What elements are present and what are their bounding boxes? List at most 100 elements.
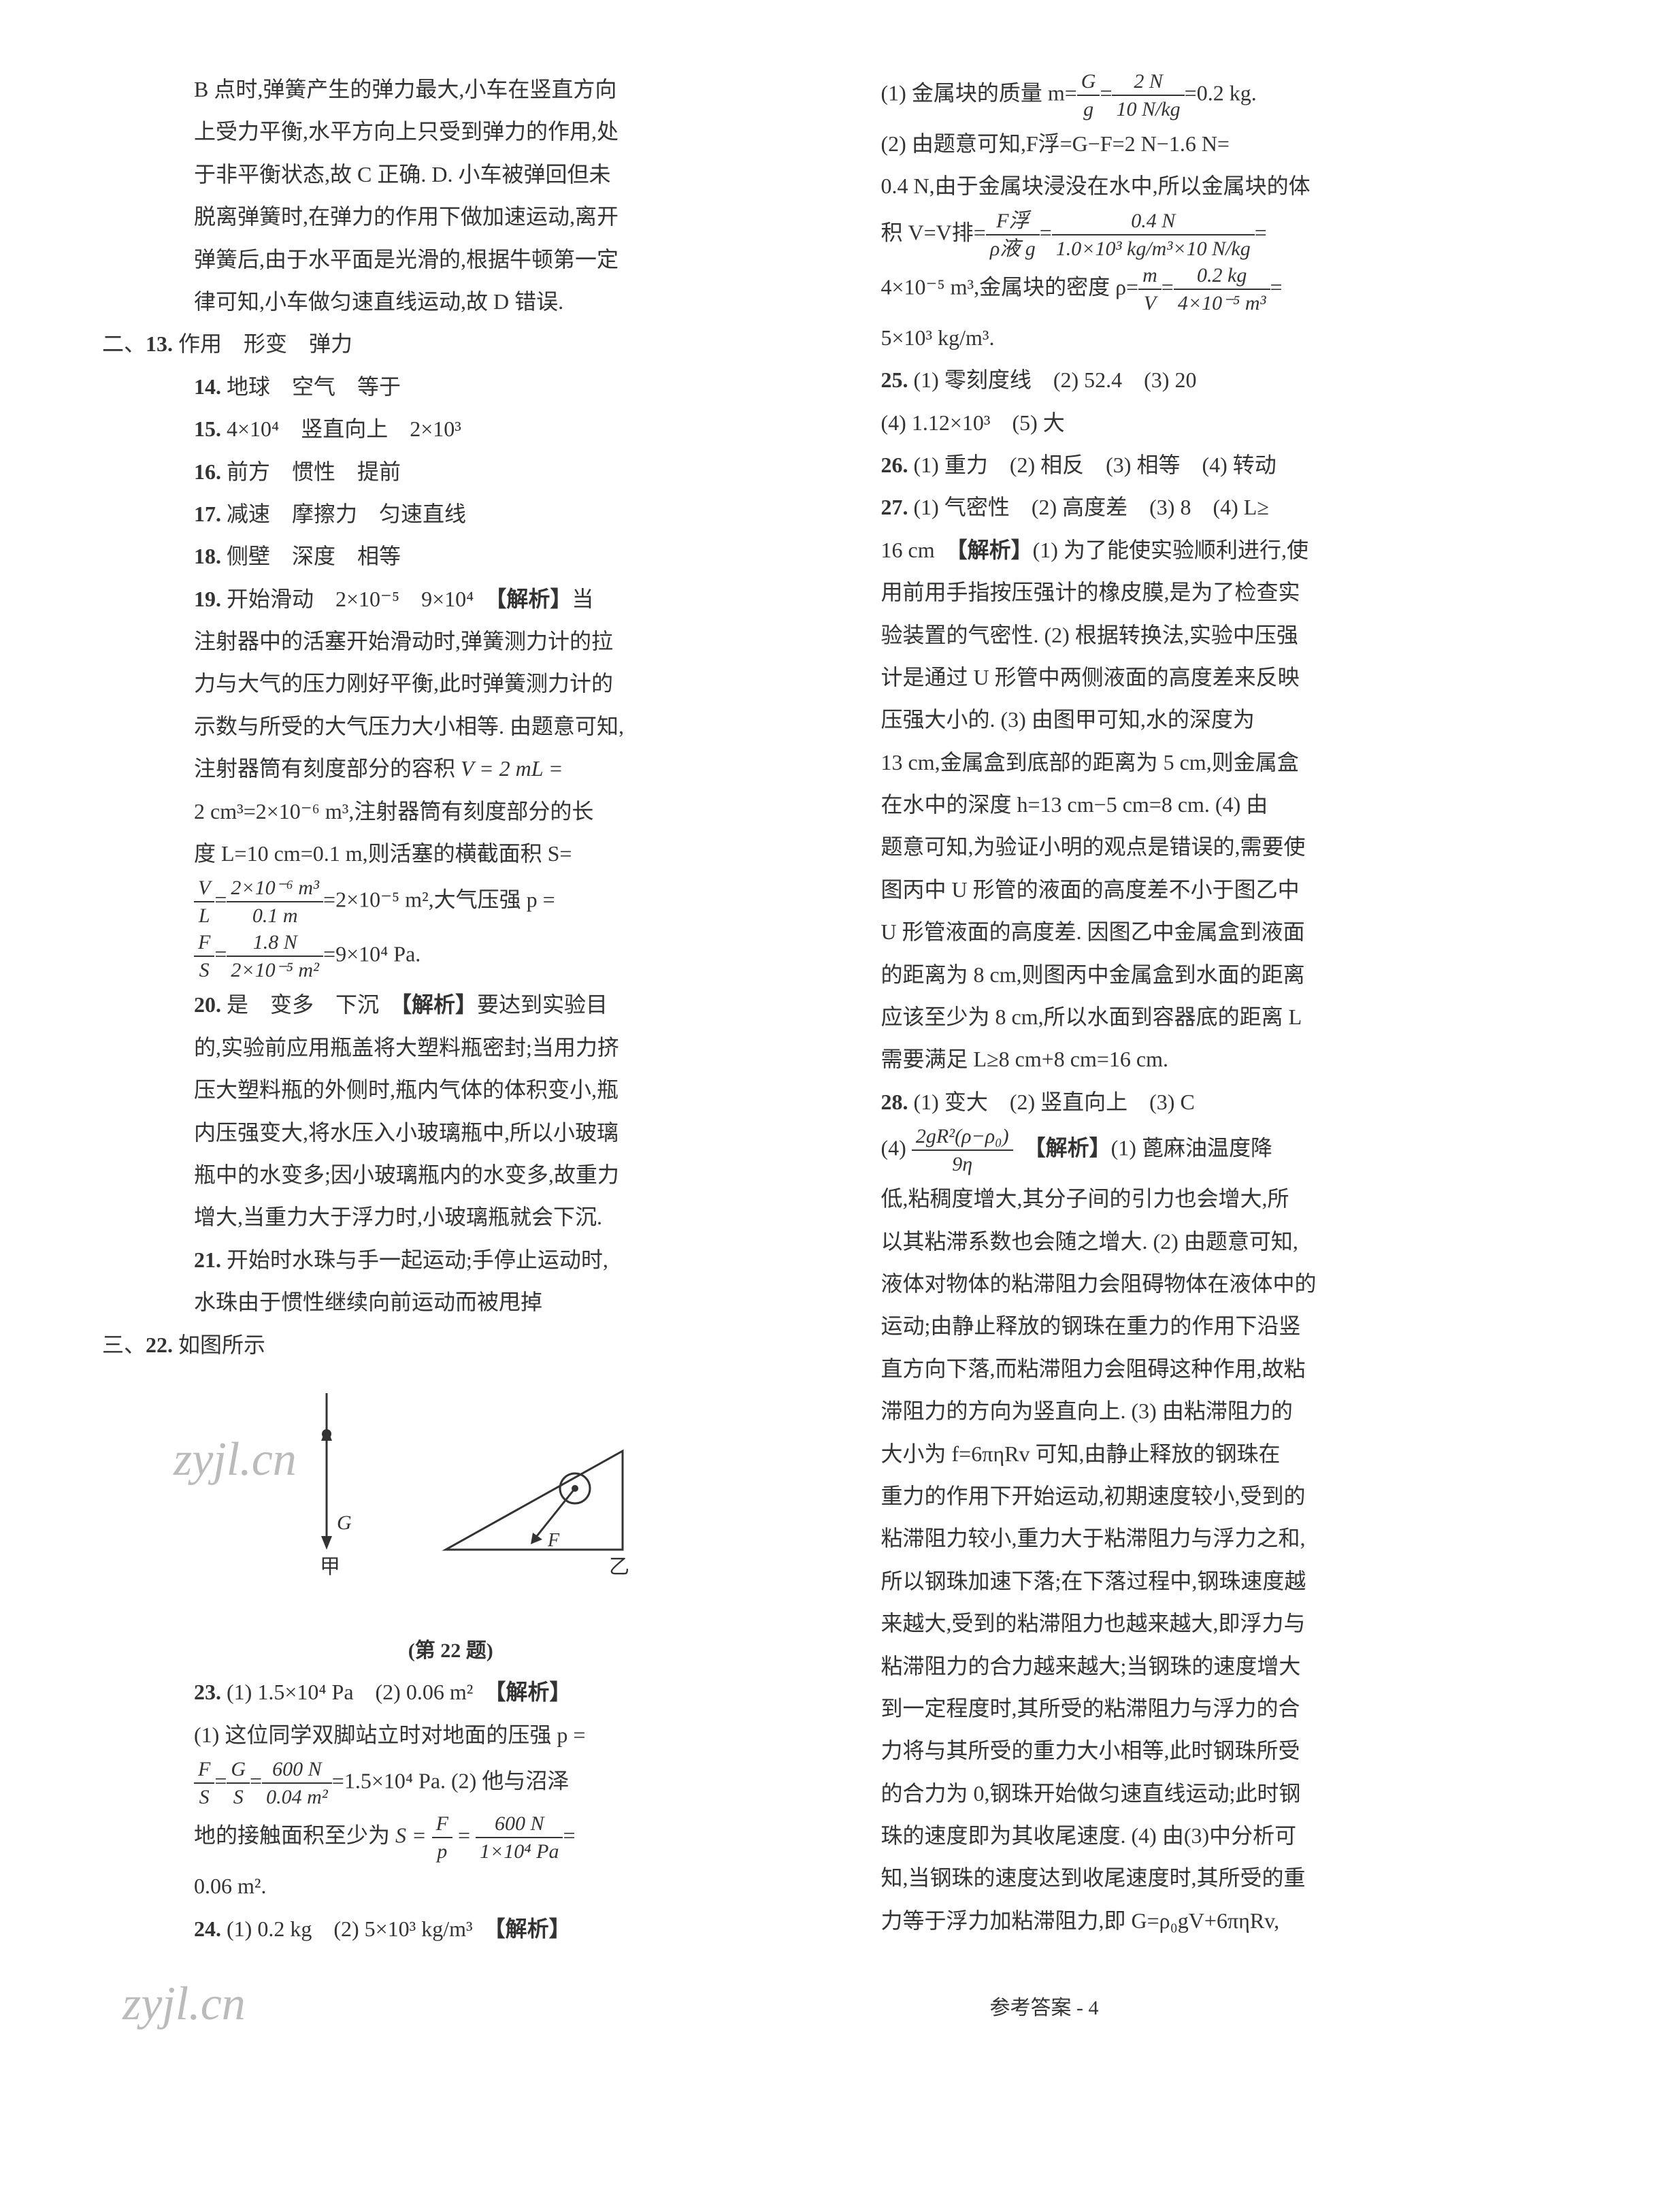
fraction-mV: mV (1138, 262, 1162, 316)
text-line: 滞阻力的方向为竖直向上. (3) 由粘滞阻力的 (881, 1390, 1579, 1432)
text-line: 计是通过 U 形管中两侧液面的高度差来反映 (881, 656, 1579, 698)
text-line: 验装置的气密性. (2) 根据转换法,实验中压强 (881, 614, 1579, 656)
frac-den: 0.1 m (227, 902, 323, 929)
frac-den: V (1138, 290, 1162, 316)
q15-answer: 4×10⁴ 竖直向上 2×10³ (227, 417, 461, 441)
frac-num: V (194, 875, 214, 902)
text-span: (4) (881, 1136, 912, 1160)
text-line: 于非平衡状态,故 C 正确. D. 小车被弹回但未 (102, 153, 800, 195)
text-line: 内压强变大,将水压入小玻璃瓶中,所以小玻璃 (102, 1111, 800, 1154)
frac-den: L (194, 902, 214, 929)
text-line: 液体对物体的粘滞阻力会阻碍物体在液体中的 (881, 1262, 1579, 1305)
q19-line: 19. 开始滑动 2×10⁻⁵ 9×10⁴ 【解析】当 (102, 578, 800, 620)
text-span: (1) 为了能使实验顺利进行,使 (1033, 538, 1308, 562)
text-line: 图丙中 U 形管的液面的高度差不小于图乙中 (881, 868, 1579, 911)
right-column: (1) 金属块的质量 m=Gg=2 N10 N/kg=0.2 kg. (2) 由… (881, 68, 1579, 1950)
text-span: 积 V=V排= (881, 220, 986, 244)
fraction-GS: GS (227, 1756, 250, 1810)
q13-label: 13. (146, 331, 173, 356)
q17-answer: 减速 摩擦力 匀速直线 (227, 502, 466, 526)
text-line: 力与大气的压力刚好平衡,此时弹簧测力计的 (102, 662, 800, 704)
formula-line: (1) 金属块的质量 m=Gg=2 N10 N/kg=0.2 kg. (881, 68, 1579, 123)
frac-num: 0.2 kg (1174, 262, 1270, 290)
text-line: 题意可知,为验证小明的观点是错误的,需要使 (881, 826, 1579, 868)
q23-line: 23. (1) 1.5×10⁴ Pa (2) 0.06 m² 【解析】 (102, 1671, 800, 1713)
text-line: 水珠由于惯性继续向前运动而被甩掉 (102, 1281, 800, 1323)
text-span: (1) 金属块的质量 m= (881, 80, 1077, 105)
q21-line: 21. 开始时水珠与手一起运动;手停止运动时, (102, 1239, 800, 1281)
text-span: =9×10⁴ Pa. (323, 942, 421, 966)
fraction-FS3: FS (194, 1756, 214, 1810)
frac-num: 600 N (476, 1810, 563, 1838)
diagram-triangle-icon: F 乙 (432, 1434, 650, 1590)
section-label: 三、 (102, 1333, 146, 1357)
formula-span: V = 2 mL = (461, 756, 563, 781)
frac-num: F (194, 1756, 214, 1784)
formula-line: 地的接触面积至少为 S = Fp = 600 N1×10⁴ Pa= (102, 1810, 800, 1865)
text-line: 的距离为 8 cm,则图丙中金属盒到水面的距离 (881, 953, 1579, 996)
frac-den: 4×10⁻⁵ m³ (1174, 290, 1270, 316)
text-line: 粘滞阻力的合力越来越大;当钢珠的速度增大 (881, 1645, 1579, 1687)
q27-answer: (1) 气密性 (2) 高度差 (3) 8 (4) L≥ (914, 495, 1269, 519)
text-span: 地的接触面积至少为 (194, 1823, 395, 1848)
text-span: =0.2 kg. (1185, 80, 1257, 105)
q18-answer: 侧壁 深度 相等 (227, 544, 401, 568)
text-line: 直方向下落,而粘滞阻力会阻碍这种作用,故粘 (881, 1348, 1579, 1390)
q20-tail: 要达到实验目 (477, 992, 608, 1017)
q27-label: 27. (881, 495, 908, 519)
frac-num: m (1138, 262, 1162, 290)
label-F: F (547, 1530, 560, 1551)
text-line: 的合力为 0,钢珠开始做匀速直线运动;此时钢 (881, 1772, 1579, 1814)
text-line: 弹簧后,由于水平面是光滑的,根据牛顿第一定 (102, 238, 800, 280)
text-line: 13 cm,金属盒到底部的距离为 5 cm,则金属盒 (881, 741, 1579, 783)
text-line: 大小为 f=6πηRv 可知,由静止释放的钢珠在 (881, 1433, 1579, 1475)
text-span: 16 cm (881, 538, 957, 562)
text-line: 珠的速度即为其收尾速度. (4) 由(3)中分析可 (881, 1814, 1579, 1857)
text-line: 来越大,受到的粘滞阻力也越来越大,即浮力与 (881, 1602, 1579, 1644)
text-line: U 形管液面的高度差. 因图乙中金属盒到液面 (881, 911, 1579, 953)
formula-line: (4) 2gR²(ρ−ρ₀)9η 【解析】(1) 蓖麻油温度降 (881, 1123, 1579, 1177)
fraction-2N: 2 N10 N/kg (1112, 68, 1184, 123)
fraction-2gR: 2gR²(ρ−ρ₀)9η (912, 1123, 1013, 1177)
text-line: 的,实验前应用瓶盖将大塑料瓶密封;当用力挤 (102, 1026, 800, 1068)
fraction-FS: FS (194, 929, 214, 983)
text-span: 注射器筒有刻度部分的容积 (194, 756, 461, 781)
fraction-Fp: Fp (432, 1810, 452, 1865)
text-span: (1) 蓖麻油温度降 (1111, 1136, 1272, 1160)
analysis-tag: 【解析】 (957, 538, 1033, 562)
left-column: B 点时,弹簧产生的弹力最大,小车在竖直方向 上受力平衡,水平方向上只受到弹力的… (102, 68, 800, 1950)
fraction-600b: 600 N1×10⁴ Pa (476, 1810, 563, 1865)
q26-label: 26. (881, 453, 908, 477)
watermark-text: zyjl.cn (174, 1414, 297, 1507)
diagram-arrow-icon: G 甲 (286, 1386, 367, 1577)
footer-page-number: 参考答案 - 4 (990, 1991, 1099, 2021)
formula-line: FS=1.8 N2×10⁻⁵ m²=9×10⁴ Pa. (102, 929, 800, 983)
text-span: =1.5×10⁴ Pa. (2) 他与沼泽 (332, 1769, 570, 1793)
fraction-VL: VL (194, 875, 214, 929)
text-line: B 点时,弹簧产生的弹力最大,小车在竖直方向 (102, 68, 800, 110)
q23-label: 23. (194, 1680, 221, 1704)
text-span: 4×10⁻⁵ m³,金属块的密度 ρ= (881, 274, 1139, 299)
text-line: 0.4 N,由于金属块浸没在水中,所以金属块的体 (881, 165, 1579, 207)
analysis-tag: 【解析】 (495, 587, 572, 611)
q22-answer: 如图所示 (178, 1333, 265, 1357)
q14-line: 14. 地球 空气 等于 (102, 365, 800, 408)
frac-num: F (432, 1810, 452, 1838)
fraction-02: 0.2 kg4×10⁻⁵ m³ (1174, 262, 1270, 316)
text-line: 力将与其所受的重力大小相等,此时钢珠所受 (881, 1729, 1579, 1772)
q26-answer: (1) 重力 (2) 相反 (3) 相等 (4) 转动 (914, 453, 1277, 477)
section-3-start: 三、22. 如图所示 (102, 1324, 800, 1366)
frac-den: S (194, 1784, 214, 1810)
frac-num: G (1077, 68, 1100, 96)
q20-answer: 是 变多 下沉 (227, 992, 401, 1017)
q15-line: 15. 4×10⁴ 竖直向上 2×10³ (102, 408, 800, 450)
q20-label: 20. (194, 992, 221, 1017)
text-line: (4) 1.12×10³ (5) 大 (881, 402, 1579, 444)
q28-line: 28. (1) 变大 (2) 竖直向上 (3) C (881, 1081, 1579, 1123)
text-line: 0.06 m². (102, 1865, 800, 1907)
q19-label: 19. (194, 587, 221, 611)
text-span: =2×10⁻⁵ m²,大气压强 p = (323, 887, 555, 912)
text-line: 知,当钢珠的速度达到收尾速度时,其所受的重 (881, 1857, 1579, 1899)
page-container: B 点时,弹簧产生的弹力最大,小车在竖直方向 上受力平衡,水平方向上只受到弹力的… (102, 68, 1578, 1950)
text-line: (2) 由题意可知,F浮=G−F=2 N−1.6 N= (881, 123, 1579, 165)
